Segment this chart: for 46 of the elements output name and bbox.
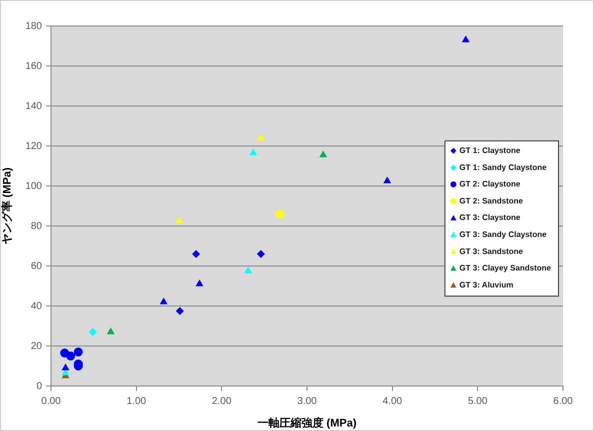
point	[106, 328, 115, 334]
point	[383, 176, 392, 184]
point	[275, 210, 284, 218]
y-axis-title: ヤング率 (MPa)	[0, 167, 14, 244]
y-tick-label: 0	[36, 380, 42, 392]
y-tick-label: 80	[30, 220, 42, 232]
y-tick-label: 120	[25, 140, 42, 152]
legend-label: GT 3: Clayey Sandstone	[459, 264, 552, 273]
point	[249, 148, 258, 156]
legend-label: GT 3: Claystone	[459, 213, 521, 222]
legend-label: GT 2: Sandstone	[459, 196, 524, 206]
y-tick-label: 60	[30, 260, 42, 272]
legend-label: GT 3: Sandstone	[459, 246, 524, 256]
x-tick-label: 0.00	[41, 396, 62, 407]
legend-label: GT 1: Sandy Claystone	[459, 162, 548, 172]
legend-label: GT 1: Claystone	[459, 146, 521, 156]
point	[175, 216, 183, 224]
point	[192, 250, 200, 258]
x-axis-title: 一軸圧縮強度 (MPa)	[258, 416, 357, 430]
x-tick-label: 5.00	[468, 396, 488, 407]
legend-label: GT 2: Claystone	[459, 180, 521, 189]
y-tick-label: 20	[30, 340, 42, 352]
point	[160, 298, 168, 304]
y-tick-label: 100	[25, 180, 42, 192]
point	[66, 352, 76, 360]
point	[319, 150, 328, 158]
point	[88, 328, 97, 336]
point	[74, 348, 83, 356]
legend-label: GT 3: Sandy Claystone	[459, 230, 548, 240]
point	[256, 250, 265, 258]
x-tick-label: 4.00	[382, 396, 402, 407]
point	[176, 307, 184, 315]
point	[462, 36, 470, 42]
y-tick-label: 180	[25, 20, 42, 32]
x-tick-label: 2.00	[212, 396, 232, 407]
y-tick-label: 160	[25, 60, 42, 72]
y-tick-label: 40	[30, 300, 42, 312]
point	[257, 134, 265, 140]
x-tick-label: 3.00	[297, 396, 318, 407]
y-tick-label: 140	[25, 100, 42, 112]
point	[244, 266, 252, 274]
x-tick-label: 1.00	[126, 396, 146, 407]
point	[196, 280, 204, 286]
x-tick-label: 6.00	[553, 396, 574, 407]
point	[62, 364, 70, 370]
legend-label: GT 3: Aluvium	[459, 280, 514, 290]
